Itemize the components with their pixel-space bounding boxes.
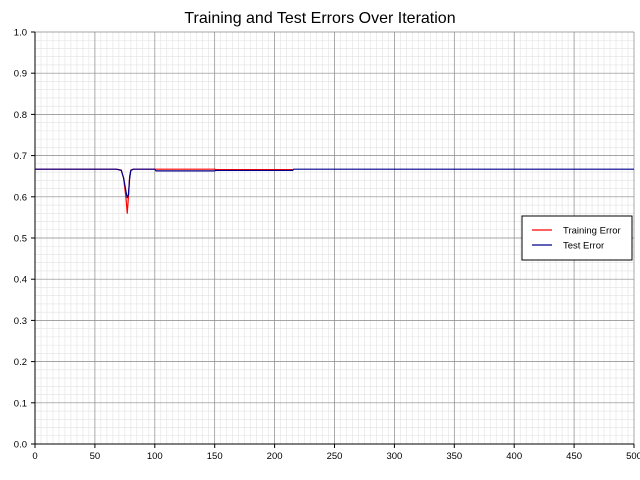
y-tick-label: 0.2 bbox=[14, 357, 27, 368]
y-tick-label: 0.4 bbox=[14, 275, 27, 286]
y-tick-label: 1.0 bbox=[14, 28, 27, 39]
x-tick-label: 450 bbox=[566, 451, 582, 462]
x-tick-label: 500 bbox=[626, 451, 640, 462]
plot-area: 0 50 100 150 200 250 300 350 400 450 500 0.0 0.1 0.2 0… bbox=[14, 28, 640, 463]
legend-label: Training Error bbox=[563, 226, 621, 237]
y-tick-label: 0.3 bbox=[14, 316, 27, 327]
y-tick-label: 0.1 bbox=[14, 398, 27, 409]
legend: Training Error Test Error bbox=[521, 215, 633, 261]
series-line-training-error bbox=[35, 168, 293, 214]
series-line-test-error bbox=[35, 168, 634, 199]
y-tick-label: 0.7 bbox=[14, 151, 27, 162]
x-tick-label: 350 bbox=[446, 451, 462, 462]
y-tick-label: 0.6 bbox=[14, 192, 27, 203]
x-tick-label: 200 bbox=[267, 451, 283, 462]
x-tick-label: 100 bbox=[147, 451, 163, 462]
legend-box bbox=[521, 215, 633, 261]
y-tick-label: 0.0 bbox=[14, 440, 27, 451]
x-tick-label: 250 bbox=[327, 451, 343, 462]
y-tick-label: 0.5 bbox=[14, 234, 27, 245]
y-tick-label: 0.9 bbox=[14, 69, 27, 80]
x-tick-label: 50 bbox=[90, 451, 101, 462]
y-tick-label: 0.8 bbox=[14, 110, 27, 121]
x-tick-label: 0 bbox=[32, 451, 37, 462]
legend-label: Test Error bbox=[563, 241, 604, 252]
x-tick-label: 400 bbox=[506, 451, 522, 462]
x-tick-label: 150 bbox=[207, 451, 223, 462]
x-tick-label: 300 bbox=[386, 451, 402, 462]
chart-title: Training and Test Errors Over Iteration bbox=[184, 10, 455, 27]
